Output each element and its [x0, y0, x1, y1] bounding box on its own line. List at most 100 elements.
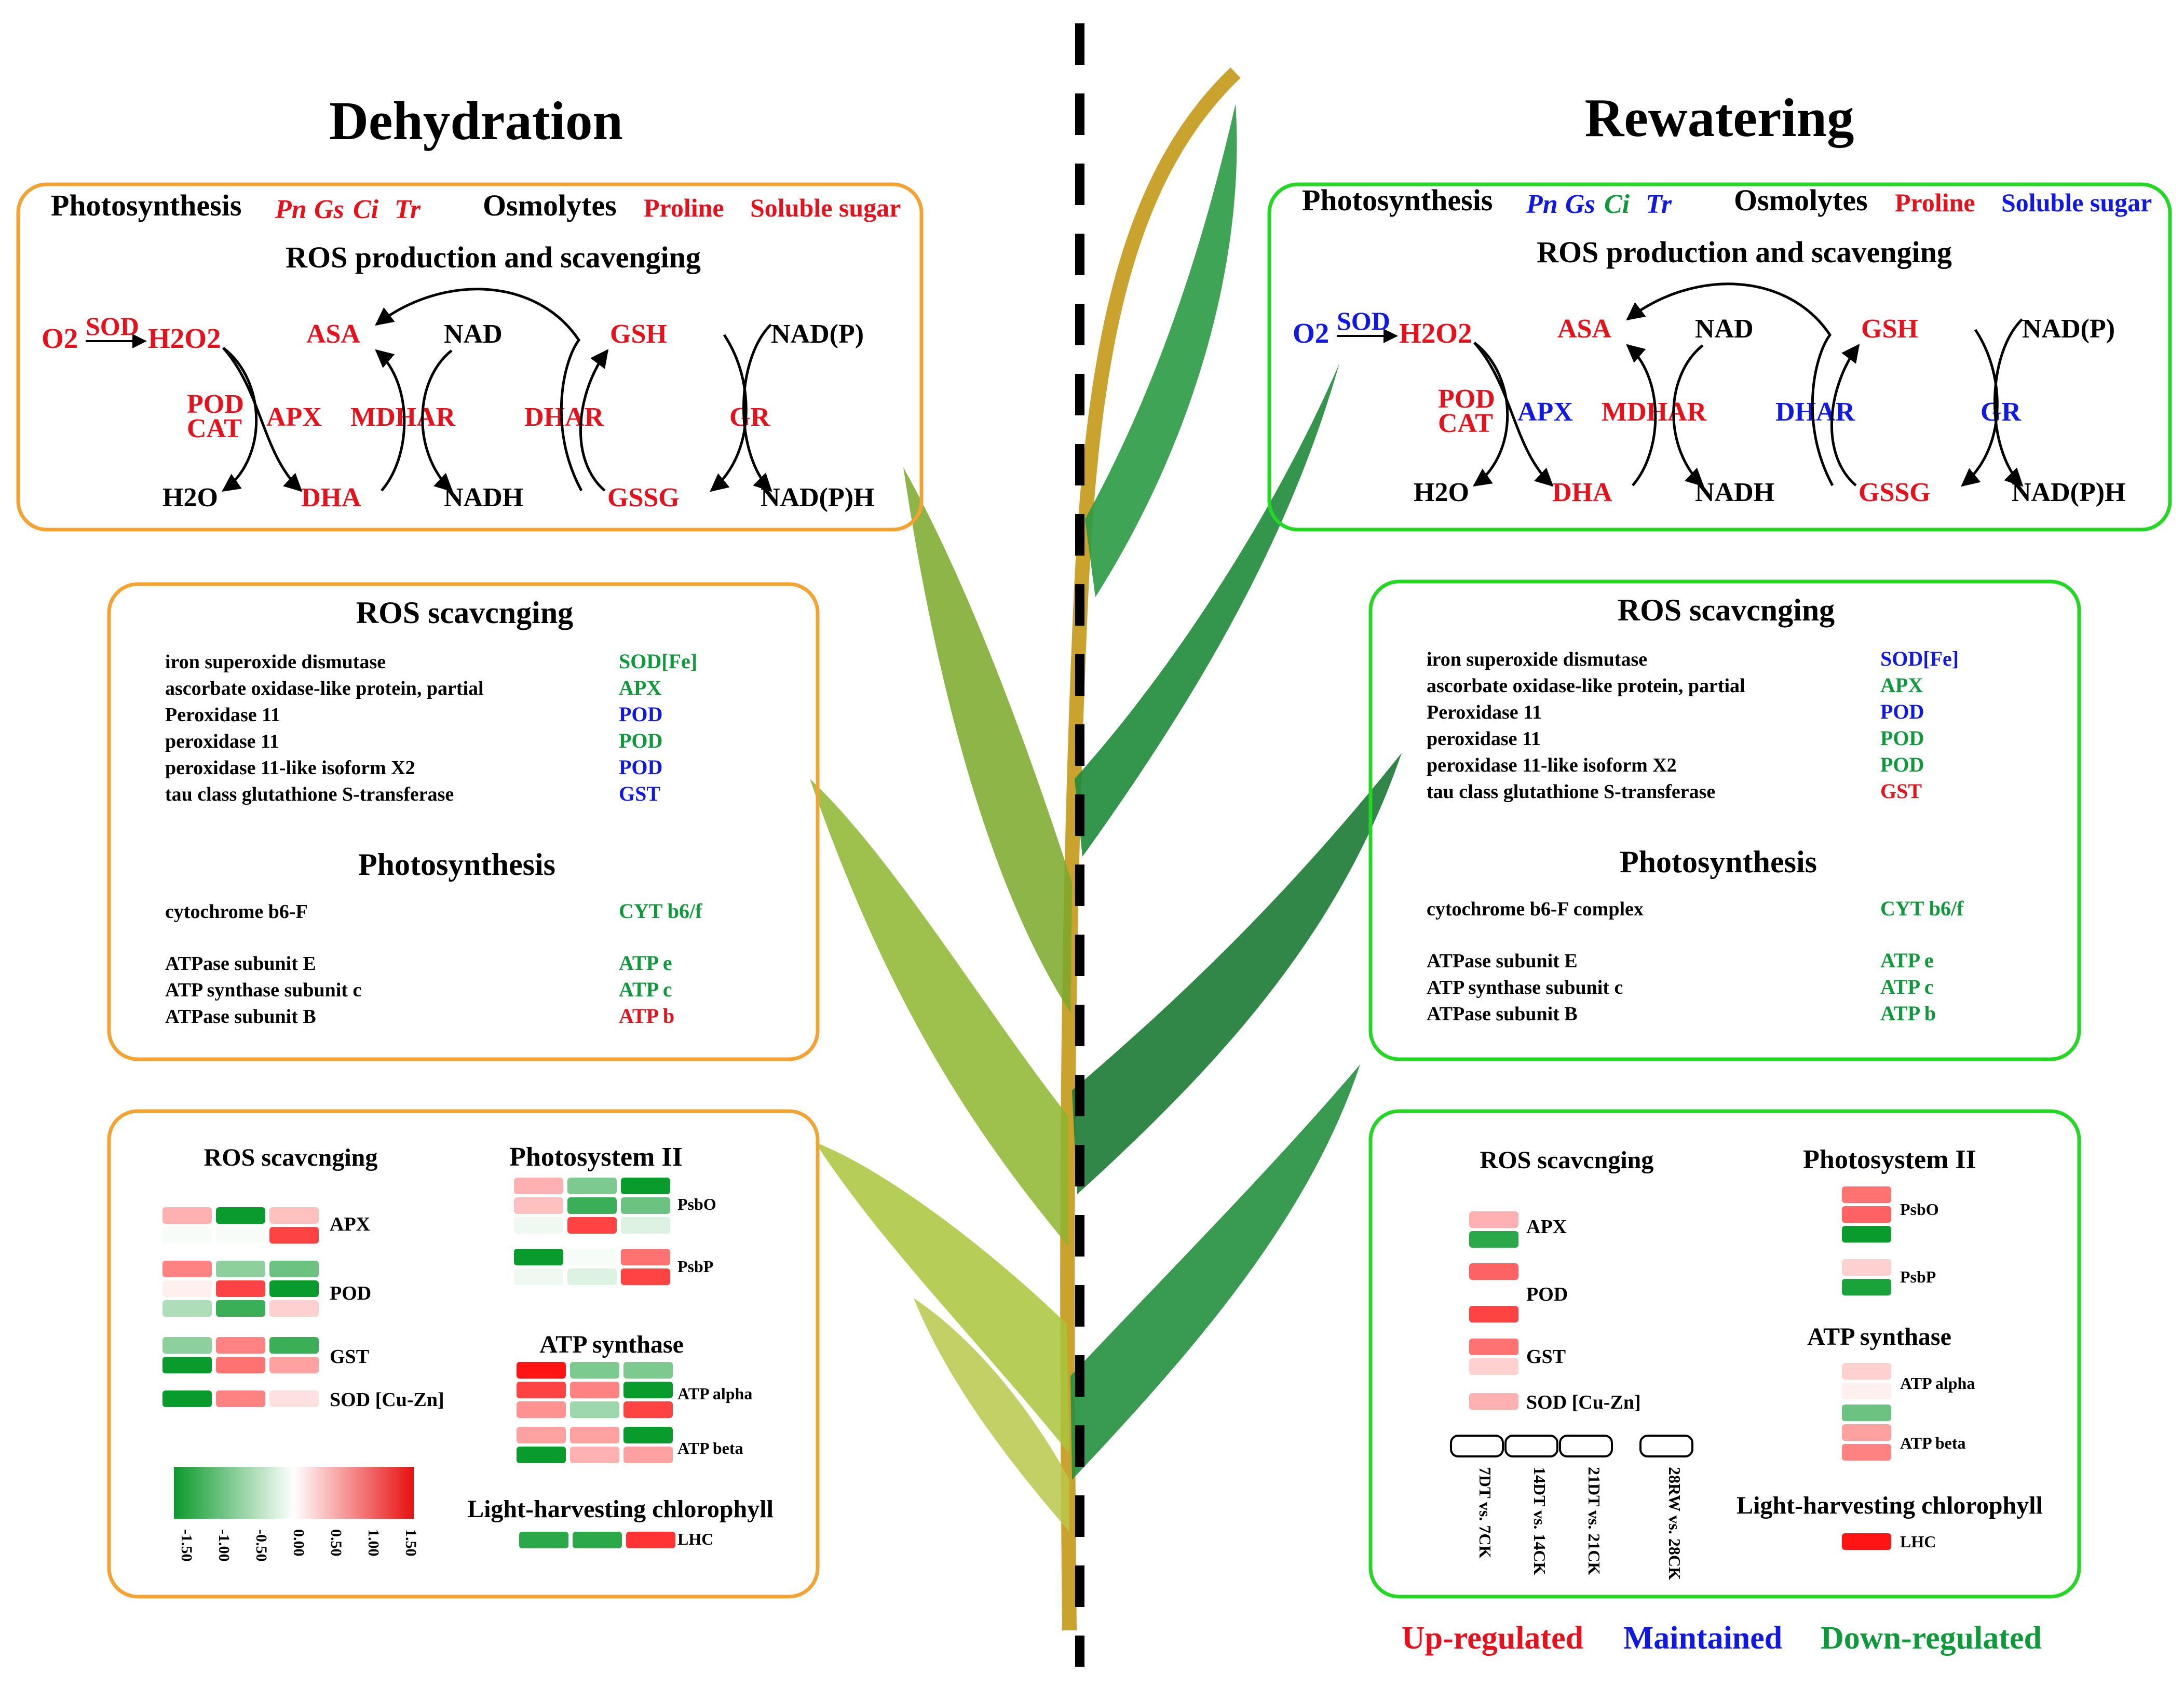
asa-label: ASA: [306, 319, 360, 349]
left-gene-list: ROS scavcnging iron superoxide dismutase S…: [165, 596, 702, 1028]
apx-curve-b: [222, 347, 303, 492]
atp-alpha-heat-label: ATP alpha: [677, 1384, 752, 1403]
gene-name: ATPase subunit E: [1427, 950, 1578, 972]
gene-name: cytochrome b6-F: [165, 901, 308, 923]
lhc-heat-title: Light-harvesting chlorophyll: [1737, 1492, 2043, 1519]
gene-code: POD: [619, 729, 662, 752]
ros-scavenging-title: ROS scavcnging: [1618, 593, 1835, 627]
sod-heat-label: SOD [Cu-Zn]: [1526, 1392, 1641, 1413]
heat-cell: [1842, 1424, 1891, 1441]
h2o2-label: H2O2: [1399, 317, 1472, 349]
apx-curve-a: [222, 347, 258, 492]
tr-label: Tr: [1646, 190, 1672, 219]
heat-cell: [517, 1427, 566, 1443]
heat-cell: [216, 1300, 265, 1317]
h2o-label: H2O: [1414, 478, 1469, 507]
gssg-label: GSSG: [607, 483, 680, 512]
heat-cell: [216, 1280, 265, 1297]
nadh-label: NADH: [444, 483, 523, 512]
gene-code: POD: [1880, 726, 1924, 750]
ros-title: ROS production and scavenging: [1537, 235, 1952, 269]
gene-code: ATP c: [619, 978, 672, 1001]
scale-tick-label: -1.50: [178, 1529, 195, 1562]
heat-cell: [514, 1249, 563, 1265]
dhar-curve-b: [1830, 344, 1860, 487]
heat-cell: [514, 1217, 563, 1234]
tr-label: Tr: [395, 195, 421, 224]
apx-heat-label: APX: [330, 1213, 370, 1235]
heat-cell: [514, 1178, 563, 1194]
plant-illustration: [810, 67, 1402, 1631]
heat-cell: [1469, 1211, 1518, 1228]
gene-name: tau class glutathione S-transferase: [165, 784, 454, 805]
heat-cell: [626, 1532, 675, 1548]
gr-curve-a: [1993, 318, 2024, 487]
heat-cell: [621, 1249, 670, 1265]
pod-heat-label: POD: [1526, 1284, 1568, 1305]
heat-cell: [1842, 1279, 1891, 1295]
left-heatmap-panel: [107, 1109, 820, 1599]
gene-name: ascorbate oxidase-like protein, partial: [165, 678, 484, 699]
ros-title: ROS production and scavenging: [286, 240, 701, 274]
apx-label: APX: [1517, 397, 1573, 427]
mdhar-curve-b: [1626, 344, 1657, 487]
cat-label: CAT: [187, 414, 242, 443]
gene-name: ATPase subunit B: [1427, 1003, 1578, 1025]
ros-scavenging-title: ROS scavcnging: [356, 596, 573, 630]
heat-cell: [1469, 1231, 1518, 1248]
gene-name: cytochrome b6-F complex: [1427, 898, 1644, 920]
left-top-panel: [16, 182, 924, 532]
legend-maintained: Maintained: [1623, 1621, 1783, 1656]
comparison-box: [1559, 1435, 1613, 1457]
pod-heat-label: POD: [330, 1282, 371, 1304]
heat-cell: [162, 1261, 212, 1277]
heat-cell: [567, 1249, 617, 1265]
gene-name: ATPase subunit B: [165, 1006, 316, 1028]
gene-name: ATPase subunit E: [165, 953, 316, 975]
apx-heat-label: APX: [1526, 1216, 1567, 1238]
atp-heat-title: ATP synthase: [539, 1331, 684, 1358]
pn-label: Pn: [1526, 190, 1558, 219]
scale-tick-label: -1.00: [215, 1529, 233, 1562]
pod-label: POD: [187, 389, 244, 419]
atp-heat-title: ATP synthase: [1807, 1323, 1951, 1351]
heat-cell: [567, 1178, 617, 1194]
heat-cell: [623, 1447, 673, 1463]
right-top-panel: [1267, 182, 2172, 532]
comparison-label: 21DT vs. 21CK: [1585, 1467, 1604, 1575]
asa-label: ASA: [1557, 314, 1611, 344]
heat-cell: [570, 1427, 619, 1443]
heat-cell: [1842, 1259, 1891, 1276]
gene-name: Peroxidase 11: [165, 704, 280, 726]
gene-name: ascorbate oxidase-like protein, partial: [1427, 675, 1745, 697]
heat-cell: [570, 1382, 619, 1398]
heat-cell: [621, 1197, 670, 1214]
gene-code: ATP b: [619, 1004, 674, 1028]
title-rewatering: Rewatering: [1584, 87, 1854, 148]
scale-tick-label: 1.00: [365, 1529, 382, 1557]
heat-cell: [517, 1362, 566, 1379]
pn-label: Pn: [275, 195, 307, 224]
heat-cell: [269, 1207, 319, 1224]
ps2-heat-title: Photosystem II: [1803, 1145, 1976, 1174]
heat-cell: [269, 1227, 319, 1244]
lhc-heat-title: Light-harvesting chlorophyll: [467, 1495, 774, 1523]
scale-tick-label: 1.50: [402, 1529, 419, 1557]
apx-label: APX: [266, 402, 322, 432]
heat-cell: [1469, 1263, 1518, 1280]
apx-curve-b: [1473, 342, 1554, 487]
gst-heat-label: GST: [330, 1346, 369, 1368]
photosynthesis-title: Photosynthesis: [1620, 845, 1817, 879]
gene-code: SOD[Fe]: [619, 650, 697, 673]
heat-cell: [623, 1362, 673, 1379]
nadph-label: NAD(P)H: [2012, 478, 2126, 507]
apx-curve-a: [1473, 342, 1509, 487]
comparison-box: [1450, 1435, 1504, 1457]
gssg-label: GSSG: [1859, 478, 1931, 507]
heat-cell: [162, 1300, 212, 1317]
gene-code: SOD[Fe]: [1880, 647, 1959, 670]
left-middle-panel: [107, 582, 820, 1061]
heat-cell: [269, 1337, 319, 1354]
gene-code: GST: [1880, 779, 1922, 803]
